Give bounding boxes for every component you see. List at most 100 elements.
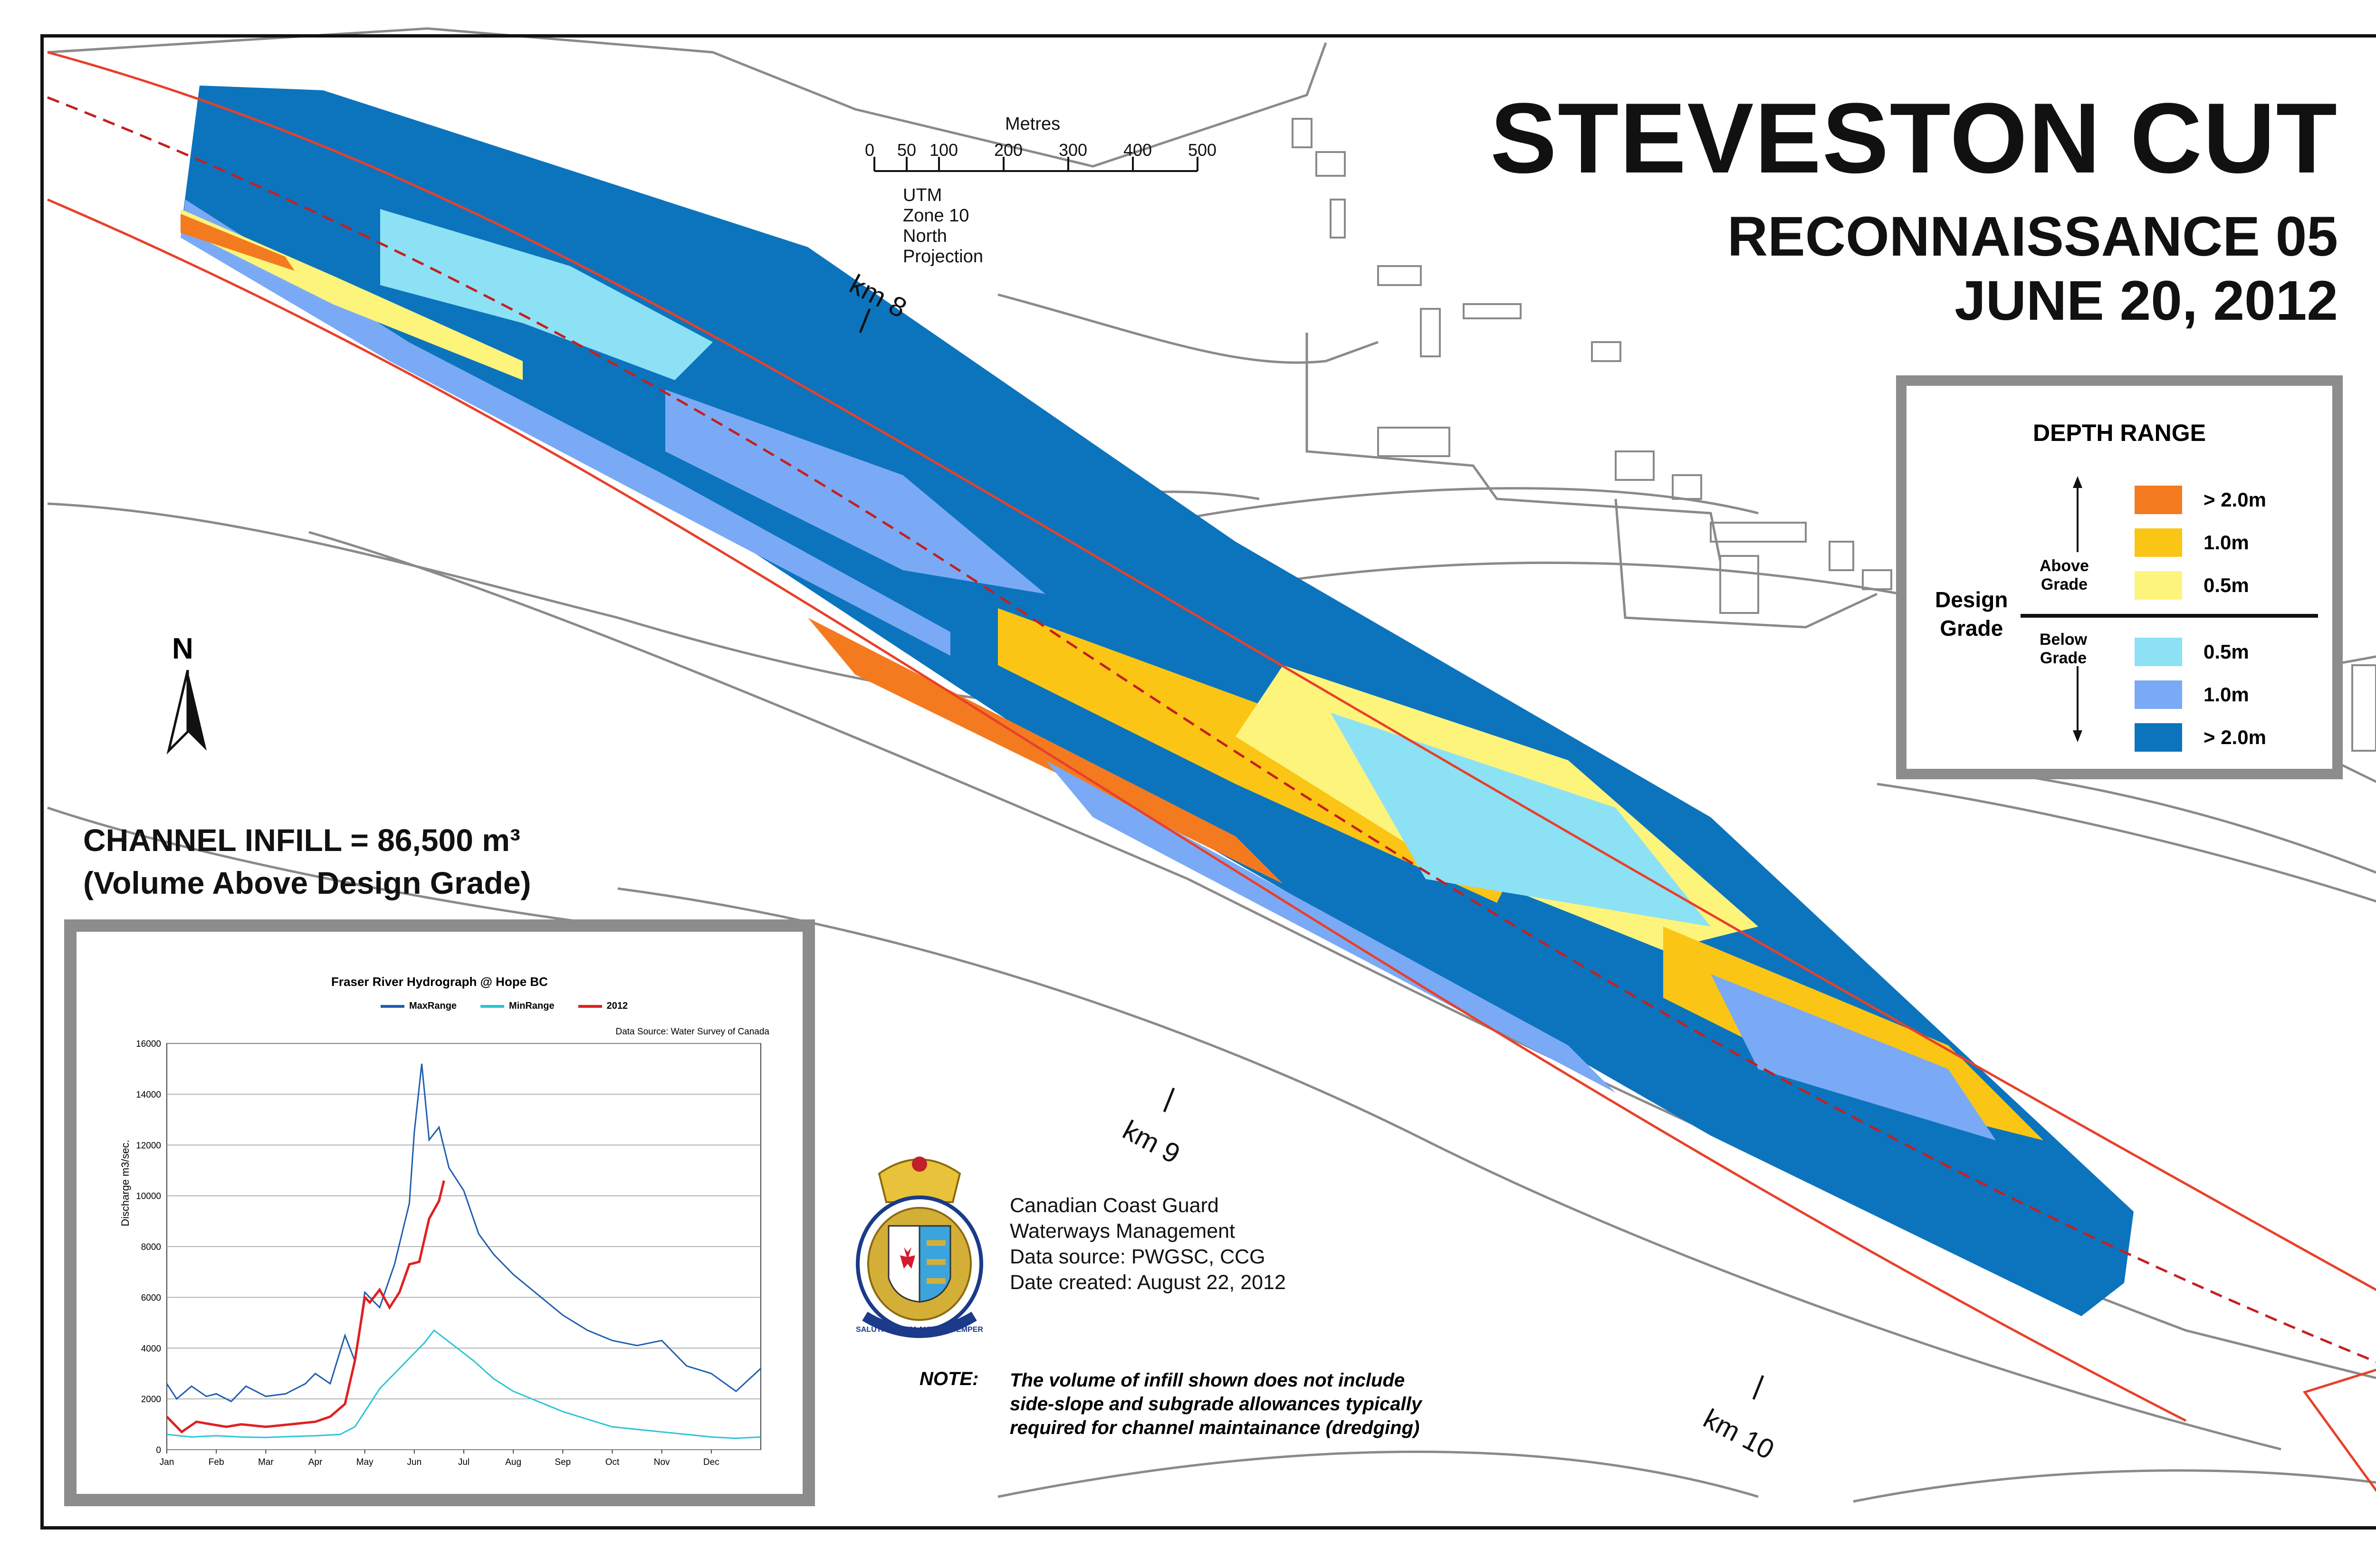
legend-label: > 2.0m — [2204, 488, 2266, 511]
north-arrow-icon — [166, 670, 207, 755]
building-outline — [2351, 664, 2376, 752]
shoreline-path — [997, 1450, 1759, 1498]
shoreline-path — [47, 806, 618, 928]
x-tick-label: Dec — [703, 1457, 719, 1467]
x-tick-label: May — [356, 1457, 374, 1467]
depth-band-below-1m — [181, 200, 950, 656]
building-outline — [1377, 265, 1422, 286]
note-label: NOTE: — [920, 1368, 979, 1389]
legend-label: 0.5m — [2204, 641, 2249, 663]
building-outline — [1672, 474, 1702, 500]
building-outline — [1315, 151, 1346, 177]
legend-above-row: 1.0m — [2135, 528, 2249, 557]
building-outline — [1330, 199, 1346, 239]
credit-line: Canadian Coast Guard — [1010, 1194, 1219, 1217]
shoreline-path — [1116, 487, 1759, 534]
shoreline-path — [1853, 1469, 2376, 1503]
building-outline — [1591, 341, 1621, 362]
y-tick-label: 12000 — [136, 1141, 161, 1151]
legend-label: 1.0m — [2204, 683, 2249, 706]
building-outline — [1615, 450, 1655, 481]
channel-edge-corner — [2302, 1368, 2376, 1492]
shoreline-path — [47, 27, 1327, 168]
scale-tick-label: 500 — [1188, 140, 1217, 160]
map-date: JUNE 20, 2012 — [1954, 269, 2338, 332]
north-label: N — [172, 632, 193, 665]
legend-swatch — [2135, 638, 2182, 666]
credit-line: Date created: August 22, 2012 — [1010, 1271, 1286, 1294]
channel-edge-north — [47, 51, 2376, 1291]
scale-tick-label: 300 — [1059, 140, 1088, 160]
depth-band-below-0.5m — [380, 209, 713, 380]
coast-guard-crest-icon — [856, 1157, 983, 1338]
credits-block: Canadian Coast Guard Waterways Managemen… — [1010, 1193, 1286, 1295]
legend-swatch — [2135, 680, 2182, 709]
legend-label: > 2.0m — [2204, 726, 2266, 748]
credit-line: Data source: PWGSC, CCG — [1010, 1245, 1265, 1268]
y-tick-label: 16000 — [136, 1039, 161, 1049]
shoreline-path — [1614, 498, 1878, 629]
x-tick-label: Apr — [308, 1457, 323, 1467]
legend-below-row: 0.5m — [2135, 638, 2249, 666]
scale-tick-label: 50 — [897, 140, 917, 160]
x-tick-label: Feb — [209, 1457, 224, 1467]
km-tick — [1752, 1375, 1764, 1400]
building-outline — [1710, 522, 1807, 543]
series-line-maxrange — [166, 1063, 762, 1403]
legend-item-minrange: MinRange — [480, 1001, 555, 1012]
y-tick-label: 14000 — [136, 1090, 161, 1100]
legend-below-row: 1.0m — [2135, 680, 2249, 709]
y-tick-label: 4000 — [141, 1344, 161, 1354]
building-outline — [1829, 541, 1854, 571]
map-subtitle: RECONNAISSANCE 05 — [1727, 205, 2338, 268]
legend-swatch — [2135, 723, 2182, 752]
depth-band-below-0.5m — [1331, 713, 1711, 927]
y-tick-label: 0 — [156, 1445, 161, 1455]
scale-tick-label: 0 — [865, 140, 875, 160]
building-outline — [1292, 118, 1313, 148]
x-tick-label: Nov — [654, 1457, 670, 1467]
hydrograph-chart: 0 2000 4000 6000 8000 10000 12000 14000 16000 Jan… — [136, 1039, 762, 1467]
legend-item-2012: 2012 — [578, 1001, 628, 1012]
y-tick-label: 2000 — [141, 1395, 161, 1405]
x-tick-label: Jun — [407, 1457, 422, 1467]
channel-infill-value: CHANNEL INFILL = 86,500 m³ — [83, 822, 520, 858]
scale-tick-label: 100 — [929, 140, 958, 160]
legend-swatch — [2135, 571, 2182, 600]
km-tick — [859, 308, 871, 333]
building-outline — [1862, 569, 1892, 590]
hydrograph-inset: 0 2000 4000 6000 8000 10000 12000 14000 16000 Jan… — [64, 919, 815, 1506]
shoreline-path — [997, 293, 1379, 364]
legend-swatch — [480, 1004, 505, 1008]
y-tick-label: 8000 — [141, 1243, 161, 1252]
building-outline — [1719, 555, 1759, 614]
hydrograph-title: Fraser River Hydrograph @ Hope BC — [331, 975, 548, 989]
legend-above-row: > 2.0m — [2135, 486, 2266, 514]
channel-edge-south — [47, 198, 2187, 1422]
series-line-minrange — [166, 1329, 761, 1439]
legend-below-label: Below Grade — [2040, 631, 2088, 667]
hydrograph-ylabel: Discharge m3/sec. — [119, 1139, 131, 1226]
legend-item-maxrange: MaxRange — [381, 1001, 457, 1012]
legend-swatch — [578, 1004, 602, 1008]
series-line-2012 — [166, 1180, 445, 1434]
scale-tick-label: 200 — [994, 140, 1023, 160]
depth-band-above-2m — [181, 214, 295, 271]
legend-swatch — [2135, 528, 2182, 557]
legend-label: 1.0m — [2204, 531, 2249, 554]
map-title: STEVESTON CUT — [1490, 82, 2338, 194]
scale-tick-label: 400 — [1123, 140, 1152, 160]
building-outline — [1377, 427, 1450, 457]
depth-band-below-1m — [1711, 974, 1996, 1140]
credit-line: Waterways Management — [1010, 1220, 1235, 1243]
x-tick-label: Sep — [555, 1457, 571, 1467]
scale-projection: UTM Zone 10 North Projection — [903, 185, 983, 267]
depth-band-below-1m — [1045, 760, 1616, 1093]
legend-label: 0.5m — [2204, 574, 2249, 596]
x-tick-label: Jul — [458, 1457, 469, 1467]
scale-bar-graphic — [873, 157, 1198, 172]
legend-below-row: > 2.0m — [2135, 723, 2266, 752]
legend-arrows-icon — [2073, 476, 2082, 742]
legend-swatch — [381, 1004, 404, 1008]
legend-grade-divider — [2021, 614, 2318, 618]
